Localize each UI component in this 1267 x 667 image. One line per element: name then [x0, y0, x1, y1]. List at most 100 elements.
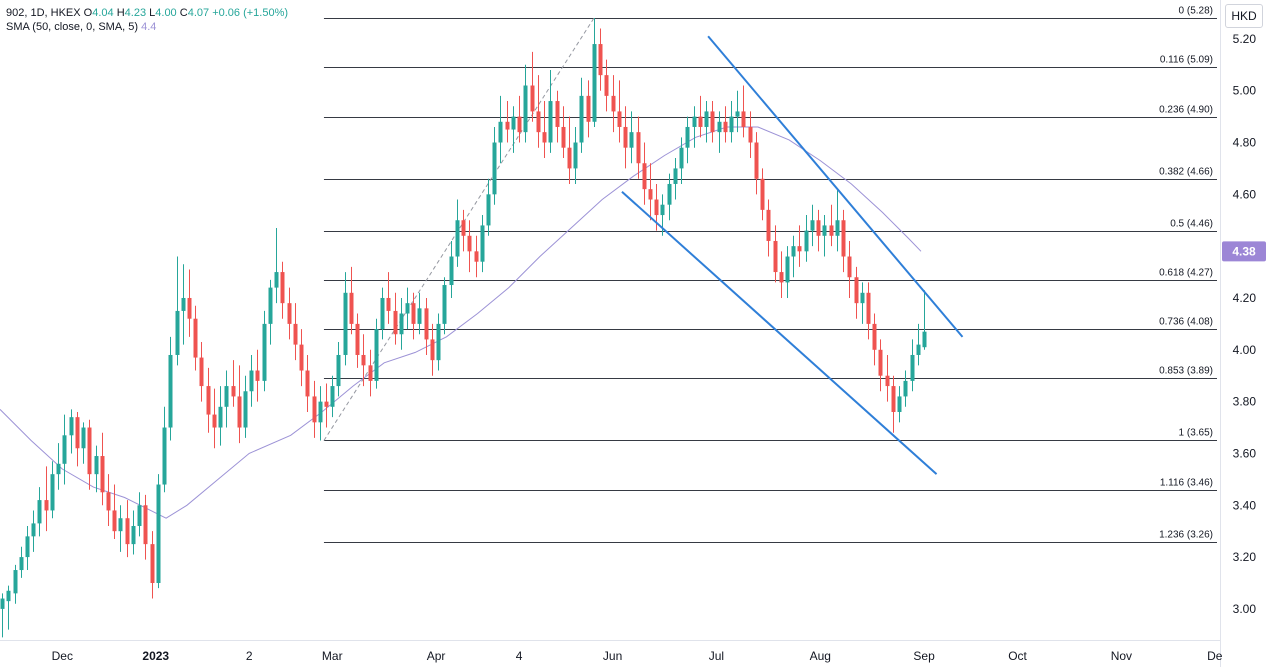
y-tick-label: 4.60 [1233, 187, 1257, 201]
trend-channel-drawings[interactable] [621, 35, 964, 475]
candle-body [878, 349, 883, 376]
candle-body [386, 297, 391, 311]
fib-level-label: 1.116 (3.46) [1160, 478, 1213, 489]
sma-legend-label: SMA (50, close, 0, SMA, 5) [6, 21, 139, 33]
time-axis[interactable]: Dec 2023 2 Mar Apr 4 Jun Jul Aug Sep Oct Nov De [0, 640, 1223, 664]
candle-body [492, 142, 497, 195]
candle-body [673, 168, 678, 184]
candle-body [455, 220, 460, 257]
candle-body [305, 370, 310, 397]
candle-body [692, 116, 697, 127]
candle-body [13, 570, 18, 594]
candle-body [642, 163, 647, 190]
candle-body [866, 292, 871, 324]
channel-trend-line[interactable] [707, 35, 964, 338]
candle-body [156, 484, 161, 583]
candle-body [137, 505, 142, 526]
candle-body [555, 101, 560, 127]
candle-body [25, 536, 30, 558]
candle-body [629, 132, 634, 148]
candle-body [617, 111, 622, 127]
candle-body [293, 323, 298, 345]
fib-level-label: 0.382 (4.66) [1159, 167, 1213, 178]
candle-body [785, 256, 790, 283]
candle-body [274, 272, 279, 288]
candle-body [467, 235, 472, 252]
fib-level-label: 0.736 (4.08) [1159, 317, 1213, 328]
candle-body [561, 126, 566, 148]
candle-body [717, 121, 722, 133]
candle-body [854, 277, 859, 304]
candle-body [760, 178, 765, 210]
candle-body [181, 297, 186, 311]
candle-body [318, 401, 323, 423]
candle-body [268, 287, 273, 324]
candle-body [598, 44, 603, 76]
candle-body [343, 292, 348, 355]
y-tick-label: 4.00 [1233, 343, 1257, 357]
x-tick-label: De [1207, 649, 1223, 663]
candle-body [249, 370, 254, 392]
candle-body [262, 323, 267, 381]
candle-body [860, 292, 865, 304]
x-tick-label: Apr [427, 649, 446, 663]
candle-body [530, 85, 535, 112]
candle-body [592, 44, 597, 122]
candle-body [741, 111, 746, 127]
candle-body [150, 544, 155, 583]
candle-body [218, 406, 223, 428]
candle-body [548, 101, 553, 143]
candle-body [206, 386, 211, 415]
candle-body [69, 417, 74, 436]
candle-body [829, 225, 834, 236]
channel-trend-line[interactable] [621, 190, 938, 475]
candle-body [654, 199, 659, 216]
candle-body [405, 303, 410, 314]
open-value: 4.04 [92, 7, 114, 19]
x-tick-label: Sep [913, 649, 935, 663]
candle-body [131, 525, 136, 545]
high-label: H [116, 7, 125, 19]
currency-button[interactable]: HKD [1225, 4, 1263, 28]
candle-body [143, 505, 148, 545]
x-tick-label: Dec [52, 649, 73, 663]
candle-body [399, 313, 404, 335]
candle-body [847, 256, 852, 278]
candle-body [542, 132, 547, 143]
candle-body [536, 111, 541, 133]
candle-body [611, 95, 616, 112]
sma-legend-line[interactable]: SMA (50, close, 0, SMA, 5) 4.4 [6, 20, 288, 34]
candle-body [685, 126, 690, 148]
candle-body [19, 557, 24, 571]
x-tick-label: Oct [1008, 649, 1027, 663]
candle-body [280, 272, 285, 304]
candle-body [56, 463, 61, 475]
candle-body [710, 111, 715, 133]
low-label: L [149, 7, 156, 19]
candle-body [330, 386, 335, 407]
candle-body [773, 240, 778, 273]
price-axis[interactable]: 3.003.203.403.603.804.004.204.404.604.80… [1220, 0, 1257, 667]
candle-body [579, 95, 584, 143]
open-label: O [83, 7, 93, 19]
candle-body [44, 500, 49, 511]
candle-body [299, 344, 304, 371]
candle-body [586, 95, 591, 122]
fibonacci-retracement[interactable]: 0 (5.28) 0.116 (5.09) 0.236 (4.90) 0.382 (4… [323, 6, 1217, 543]
ohlc-line: 902, 1D, HKEX O4.04 H4.23 L4.00 C4.07 +0… [6, 6, 288, 20]
candle-body [168, 354, 173, 428]
x-tick-label: 2023 [142, 649, 169, 663]
candle-body [567, 147, 572, 169]
candle-body [922, 331, 927, 348]
candle-body [735, 111, 740, 117]
candle-body [623, 126, 628, 148]
candle-body [498, 121, 503, 143]
fib-level-label: 0.853 (3.89) [1159, 366, 1213, 377]
candle-body [393, 310, 398, 335]
candle-body [255, 370, 260, 381]
candle-body [112, 510, 117, 532]
fib-level-label: 0.5 (4.46) [1170, 219, 1213, 230]
y-tick-label: 3.00 [1233, 602, 1257, 616]
candle-body [125, 518, 130, 545]
